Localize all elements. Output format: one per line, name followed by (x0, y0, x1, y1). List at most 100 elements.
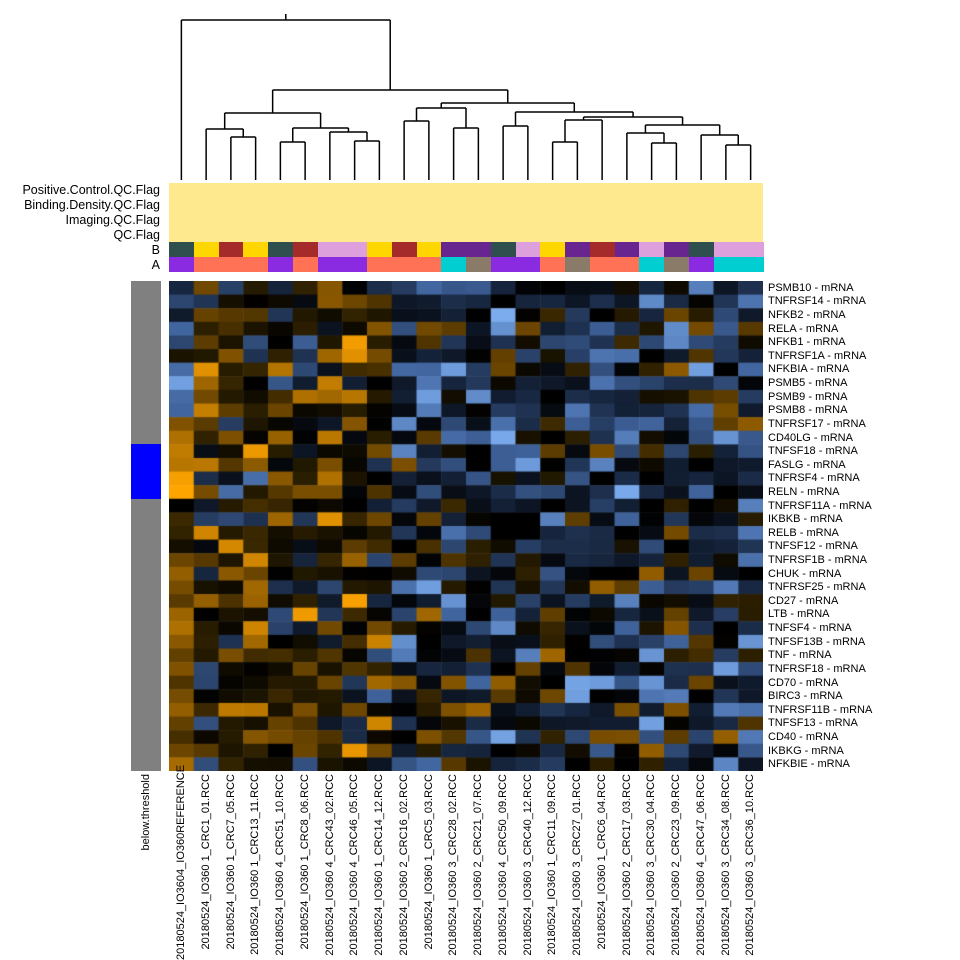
row-label: TNFRSF1B - mRNA (768, 554, 867, 567)
track-a-cell (342, 257, 368, 272)
track-a-cell (688, 257, 714, 272)
row-label: LTB - mRNA (768, 608, 830, 621)
row-label: CD70 - mRNA (768, 676, 839, 689)
column-label: 20180524_IO360 2_CRC23_09.RCC (670, 774, 682, 956)
row-label: PSMB5 - mRNA (768, 377, 848, 390)
row-label: CD40LG - mRNA (768, 431, 853, 444)
column-label: 20180524_IO360 3_CRC28_02.RCC (447, 774, 460, 956)
row-label: TNFSF13 - mRNA (768, 717, 858, 730)
column-label: 20180524_IO360 1_CRC6_04.RCC (595, 774, 608, 950)
row-label: RELA - mRNA (768, 322, 839, 335)
row-label: NFKBIA - mRNA (768, 363, 850, 376)
column-label: 20180524_IO360 1_CRC5_03.RCC (422, 774, 435, 950)
track-b-cell (664, 242, 690, 257)
expression-heatmap (169, 281, 763, 771)
column-label: 20180524_IO360 1_CRC11_09.RCC (546, 774, 559, 955)
row-label: TNFSF13B - mRNA (768, 635, 866, 648)
track-a-cell (466, 257, 492, 272)
row-label: PSMB9 - mRNA (768, 390, 848, 403)
track-b-cell (193, 242, 219, 257)
row-label: TNFSF4 - mRNA (768, 622, 852, 635)
row-label: BIRC3 - mRNA (768, 690, 843, 703)
row-label: TNFRSF17 - mRNA (768, 417, 866, 430)
track-a-cell (738, 257, 764, 272)
row-label: TNFSF18 - mRNA (768, 445, 858, 458)
column-label: 20180524_IO360 1_CRC7_05.RCC (224, 774, 237, 950)
track-a-cell (218, 257, 244, 272)
track-a-cell (515, 257, 541, 272)
row-label: CHUK - mRNA (768, 567, 842, 580)
row-label: RELN - mRNA (768, 485, 840, 498)
track-b-cell (342, 242, 368, 257)
track-a-cell (540, 257, 566, 272)
row-label: CD40 - mRNA (768, 730, 839, 743)
track-b-cell (218, 242, 244, 257)
column-label: 20180524_IO360 1_CRC8_06.RCC (298, 774, 311, 950)
track-a-cell (391, 257, 417, 272)
track-a-cell (416, 257, 442, 272)
column-label: 20180524_IO360 3_CRC30_04.RCC (645, 774, 658, 956)
column-label: 20180524_IO3604_IO360REFERENCE (175, 764, 187, 960)
track-a-cell (193, 257, 219, 272)
track-a-cell (317, 257, 343, 272)
column-label: 20180524_IO360 3_CRC34_08.RCC (719, 774, 732, 956)
row-label: IKBKB - mRNA (768, 513, 843, 526)
track-a-cell (614, 257, 640, 272)
track-b-cell (317, 242, 343, 257)
row-label: TNFRSF1A - mRNA (768, 349, 867, 362)
column-label: 20180524_IO360 2_CRC16_02.RCC (397, 774, 410, 956)
row-label: TNFSF12 - mRNA (768, 540, 858, 553)
track-a-cell (268, 257, 294, 272)
track-b-cell (490, 242, 516, 257)
track-a-cell (713, 257, 739, 272)
track-a-cell (367, 257, 393, 272)
track-b-cell (515, 242, 541, 257)
track-b-cell (540, 242, 566, 257)
column-label: 20180524_IO360 4_CRC50_09.RCC (496, 774, 509, 956)
column-label: 20180524_IO360 3_CRC36_10.RCC (744, 774, 757, 956)
track-b-cell (639, 242, 665, 257)
row-label: TNFRSF11A - mRNA (768, 499, 872, 512)
column-label: 20180524_IO360 1_CRC13_11.RCC (249, 774, 262, 955)
track-b-cell (441, 242, 467, 257)
row-label: NFKB1 - mRNA (768, 336, 846, 349)
column-label: 20180524_IO360 2_CRC21_07.RCC (472, 774, 484, 956)
column-label: 20180524_IO360 4_CRC47_06.RCC (694, 774, 707, 956)
row-label: PSMB10 - mRNA (768, 281, 854, 294)
annotation-label-qc-flag: QC.Flag (113, 227, 160, 242)
annotation-label-positive-control-qc-flag: Positive.Control.QC.Flag (22, 183, 160, 198)
row-label: RELB - mRNA (768, 526, 839, 539)
track-a-cell (292, 257, 318, 272)
row-label: TNFRSF18 - mRNA (768, 662, 866, 675)
track-b-cell (738, 242, 764, 257)
track-b-cell (416, 242, 442, 257)
track-b-cell (565, 242, 591, 257)
column-label: 20180524_IO360 3_CRC27_01.RCC (571, 774, 583, 956)
below-threshold-bar (131, 281, 161, 771)
row-label: FASLG - mRNA (768, 458, 846, 471)
track-b-cell (391, 242, 417, 257)
column-label: 20180524_IO360 4_CRC46_05.RCC (348, 774, 361, 956)
track-b-cell (614, 242, 640, 257)
row-label: TNF - mRNA (768, 649, 832, 662)
track-a-cell (441, 257, 467, 272)
row-label: PSMB8 - mRNA (768, 404, 848, 417)
below-threshold-label: below.threshold (140, 774, 152, 851)
annotation-label-a: A (151, 257, 160, 272)
track-b-cell (589, 242, 615, 257)
annotation-label-binding-density-qc-flag: Binding.Density.QC.Flag (24, 198, 160, 213)
column-label: 20180524_IO360 1_CRC14_12.RCC (373, 774, 385, 956)
annotation-label-imaging-qc-flag: Imaging.QC.Flag (65, 212, 160, 227)
row-label: TNFRSF14 - mRNA (768, 295, 866, 308)
column-dendrogram (180, 14, 752, 180)
row-label: IKBKG - mRNA (768, 744, 844, 757)
track-b-cell (243, 242, 269, 257)
track-b-cell (292, 242, 318, 257)
track-b-cell (367, 242, 393, 257)
track-b-cell (466, 242, 492, 257)
row-label: CD27 - mRNA (768, 594, 839, 607)
below-threshold-highlight (131, 444, 161, 499)
track-a-cell (243, 257, 269, 272)
column-label: 20180524_IO360 4_CRC43_02.RCC (323, 774, 336, 956)
